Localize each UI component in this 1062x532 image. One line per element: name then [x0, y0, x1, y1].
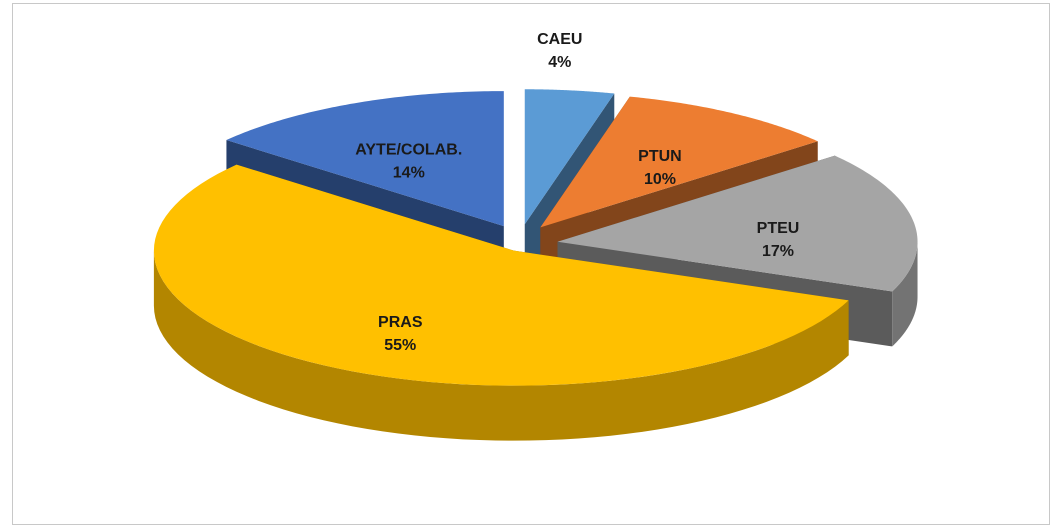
slice-value-label: 17% — [762, 243, 794, 260]
slice-value-label: 14% — [393, 165, 425, 182]
slice-top — [153, 164, 849, 386]
slice-top — [524, 89, 615, 225]
slice-value-label: 4% — [548, 54, 571, 71]
slice-category-label: PTUN — [638, 148, 682, 165]
slice-top — [540, 96, 818, 228]
slice-wall — [153, 250, 849, 441]
slice-value-label: 55% — [384, 337, 416, 354]
slice-wall — [892, 241, 918, 347]
slice-category-label: PRAS — [378, 314, 423, 331]
slice-category-label: PTEU — [757, 220, 800, 237]
slice-category-label: AYTE/COLAB. — [355, 142, 462, 159]
slice-category-label: CAEU — [537, 31, 582, 48]
slice-value-label: 10% — [644, 171, 676, 188]
slice — [153, 164, 849, 441]
slice-top — [557, 155, 918, 292]
slice-top — [226, 91, 504, 227]
